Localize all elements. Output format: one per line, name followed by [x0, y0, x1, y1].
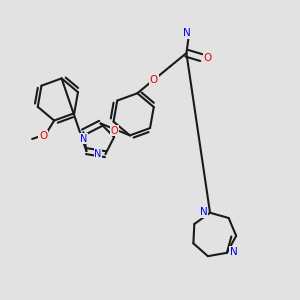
Text: O: O — [150, 75, 158, 85]
Text: N: N — [230, 247, 237, 257]
Text: N: N — [183, 28, 191, 38]
Text: O: O — [204, 52, 212, 63]
Text: O: O — [111, 125, 118, 136]
Text: O: O — [39, 131, 47, 141]
Text: N: N — [80, 134, 87, 144]
Text: N: N — [94, 148, 102, 159]
Text: N: N — [200, 207, 207, 217]
